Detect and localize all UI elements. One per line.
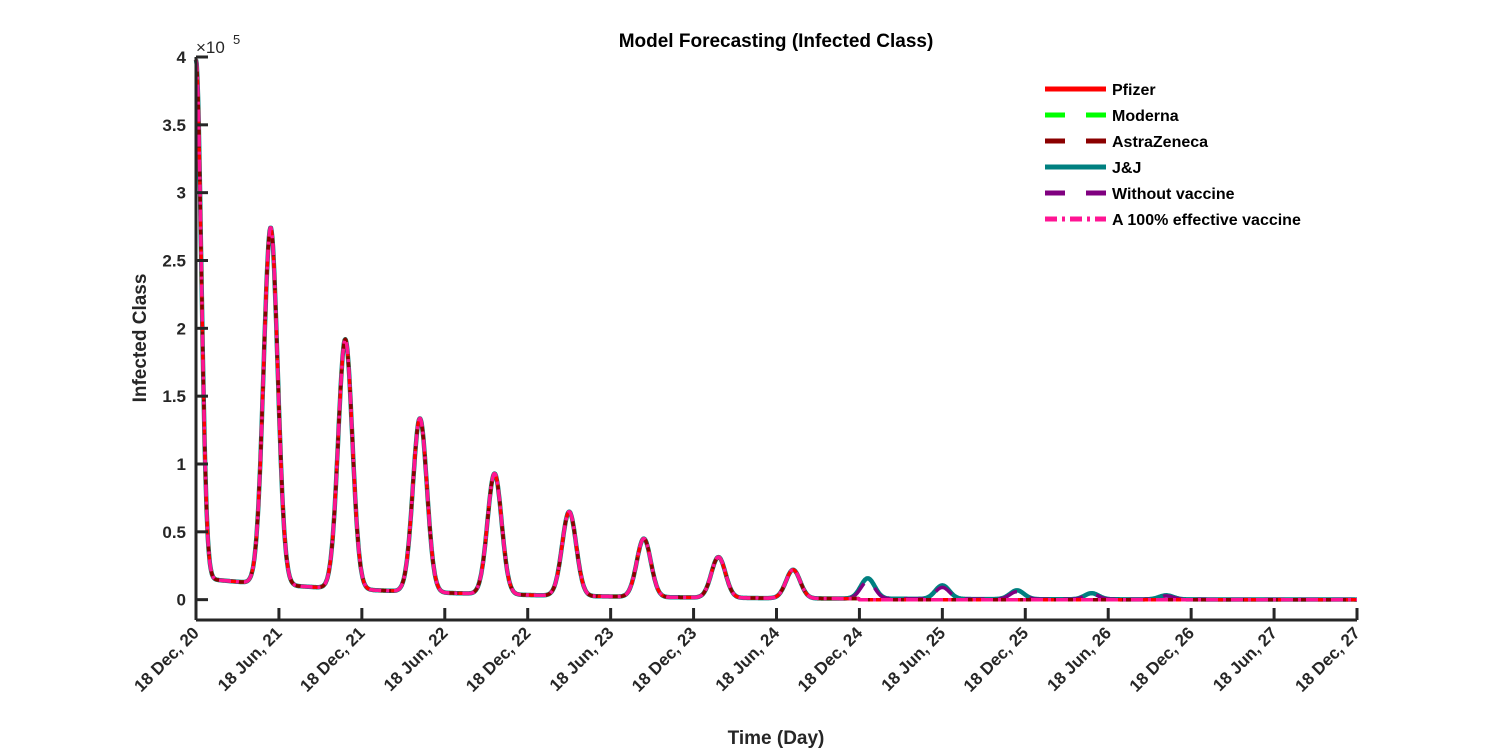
y-tick-label: 0.5 (162, 523, 186, 542)
y-exponent-power: 5 (233, 32, 240, 47)
y-tick-label: 2 (177, 319, 186, 338)
x-tick-label: 18 Jun, 23 (546, 623, 618, 695)
x-tick-label: 18 Dec, 24 (794, 623, 867, 696)
x-tick-label: 18 Jun, 21 (214, 623, 286, 695)
legend-label: Moderna (1112, 108, 1179, 125)
plot-lines (193, 59, 1359, 602)
x-axis-label: Time (Day) (728, 728, 825, 749)
x-tick-label: 18 Dec, 27 (1292, 623, 1364, 695)
x-tick-label: 18 Jun, 25 (878, 623, 950, 695)
x-tick-label: 18 Dec, 22 (462, 623, 534, 695)
y-tick-label: 1.5 (162, 387, 186, 406)
legend-label: J&J (1112, 160, 1141, 177)
y-tick-label: 2.5 (162, 251, 186, 270)
x-tick-label: 18 Jun, 27 (1209, 623, 1281, 695)
legend-label: AstraZeneca (1112, 134, 1208, 151)
x-tick-label: 18 Dec, 26 (1126, 623, 1198, 695)
series-line-a-100-effective-vaccine (194, 59, 1359, 602)
y-exponent-base: ×10 (196, 38, 225, 57)
legend: Pfizer Moderna AstraZeneca J&J Without vacci… (1045, 82, 1301, 229)
legend-label: A 100% effective vaccine (1112, 212, 1301, 229)
y-exponent: ×10 5 (196, 32, 240, 57)
y-tick-label: 4 (177, 48, 187, 67)
x-tick-label: 18 Dec, 20 (131, 623, 203, 695)
legend-label: Without vaccine (1112, 186, 1235, 203)
x-tick-label: 18 Dec, 21 (296, 623, 368, 695)
y-tick-label: 1 (177, 455, 186, 474)
y-tick-label: 3.5 (162, 116, 186, 135)
legend-label: Pfizer (1112, 82, 1156, 99)
x-tick-label: 18 Jun, 26 (1043, 623, 1115, 695)
chart-title: Model Forecasting (Infected Class) (619, 31, 934, 52)
x-tick-label: 18 Jun, 24 (712, 623, 784, 695)
y-tick-label: 3 (177, 184, 186, 203)
x-tick-label: 18 Jun, 22 (380, 623, 452, 695)
x-tick-label: 18 Dec, 25 (960, 623, 1032, 695)
x-tick-label: 18 Dec, 23 (628, 623, 700, 695)
y-axis-label: Infected Class (130, 274, 151, 403)
y-tick-label: 0 (177, 591, 186, 610)
